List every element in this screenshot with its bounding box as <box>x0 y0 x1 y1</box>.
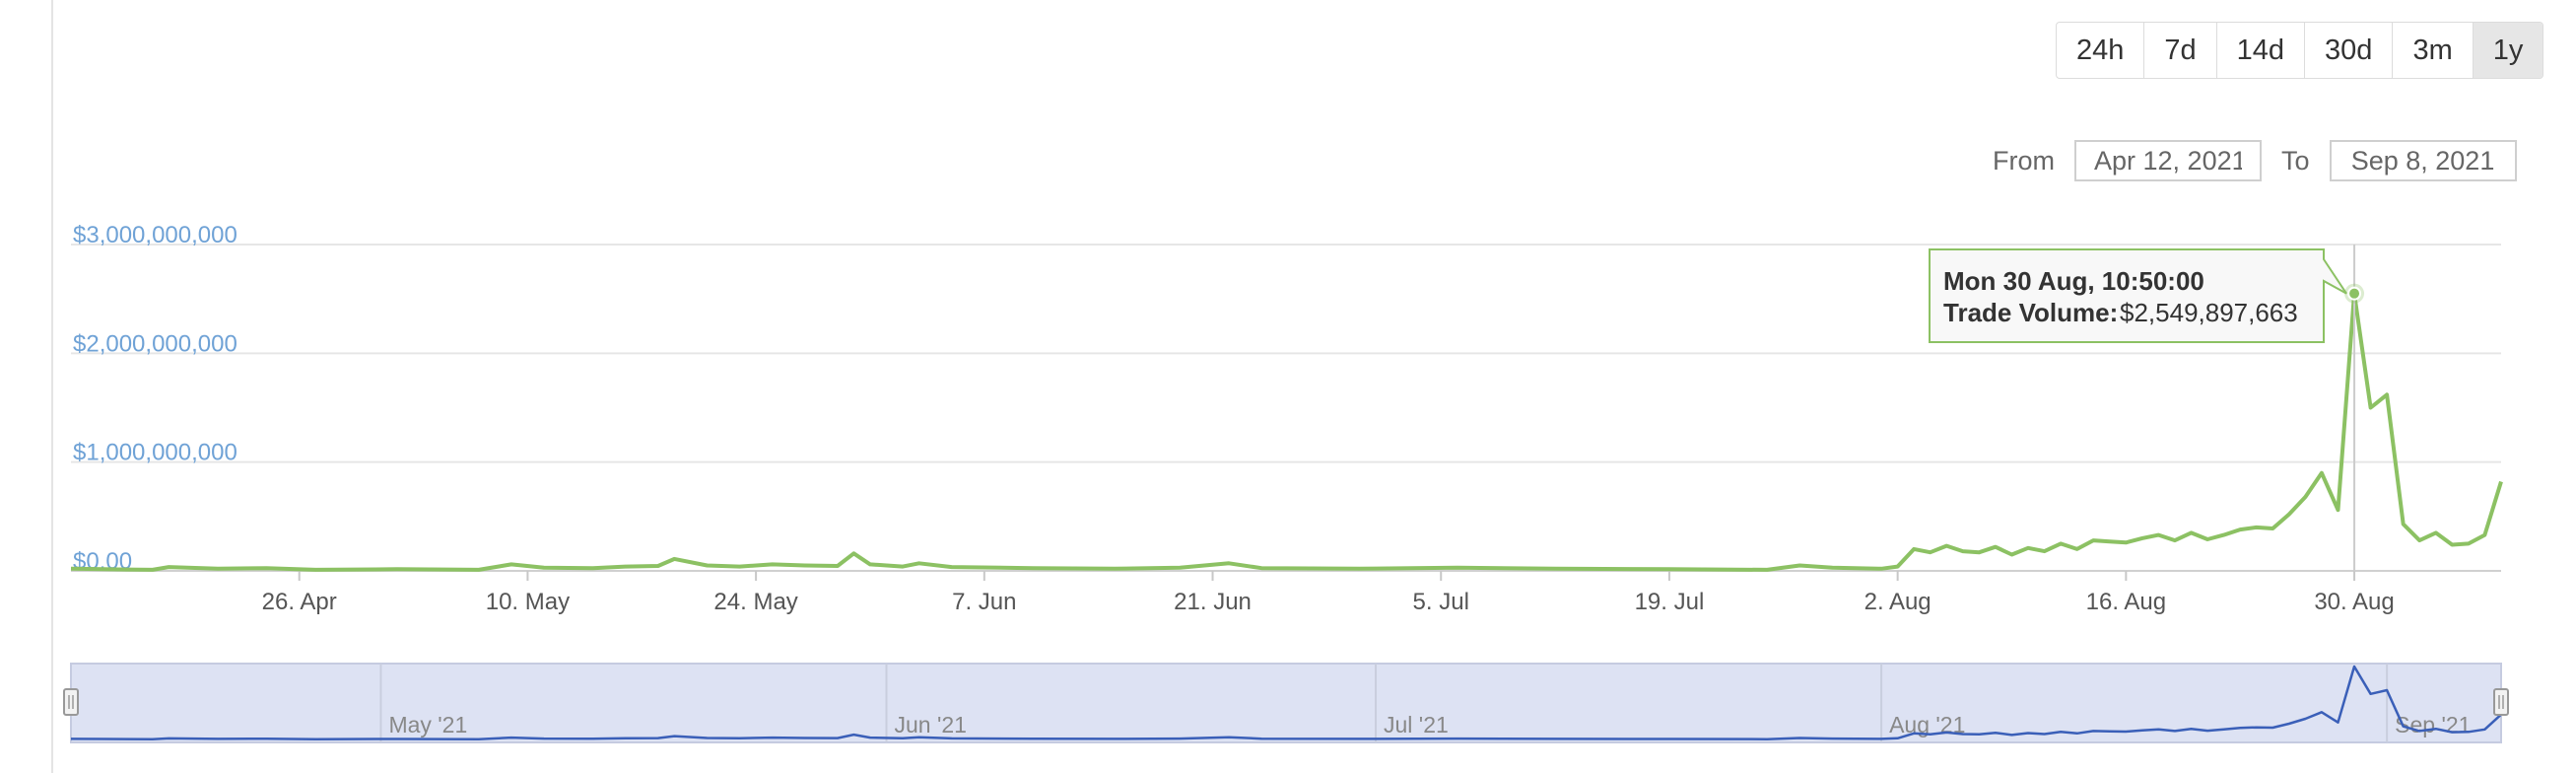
series-line <box>70 291 2503 572</box>
hover-point <box>2347 286 2362 301</box>
to-date-input[interactable] <box>2329 140 2517 181</box>
from-label: From <box>1993 145 2055 176</box>
navigator-month-label: Jul '21 <box>1384 712 1449 738</box>
y-tick-label: $1,000,000,000 <box>73 440 237 466</box>
x-tick-label: 30. Aug <box>2314 589 2394 615</box>
navigator-handle <box>2493 688 2509 716</box>
chart-frame-border <box>51 0 53 773</box>
x-tick-label: 10. May <box>486 589 570 615</box>
navigator-handle <box>63 688 79 716</box>
range-button-24h[interactable]: 24h <box>2076 35 2125 66</box>
tooltip-value: $2,549,897,663 <box>2120 298 2298 327</box>
tooltip-title: Mon 30 Aug, 10:50:00 <box>1943 266 2204 296</box>
range-button-3m[interactable]: 3m <box>2392 23 2472 78</box>
x-tick-label: 21. Jun <box>1174 589 1252 615</box>
from-date-input[interactable] <box>2074 140 2262 181</box>
range-button-7d[interactable]: 7d <box>2143 23 2215 78</box>
range-button-14d[interactable]: 14d <box>2215 23 2304 78</box>
tooltip-box <box>1929 248 2347 343</box>
y-tick-label: $3,000,000,000 <box>73 222 237 248</box>
navigator-month-label: May '21 <box>388 712 467 738</box>
range-selector: 24h 7d 14d 30d 3m 1y <box>2056 22 2544 79</box>
navigator-window <box>70 663 2502 743</box>
range-button-1y[interactable]: 1y <box>2472 23 2543 78</box>
x-tick-label: 7. Jun <box>952 589 1016 615</box>
x-tick-label: 19. Jul <box>1635 589 1705 615</box>
date-range: From To <box>1993 140 2517 181</box>
navigator-series-line <box>70 665 2502 740</box>
navigator-month-label: Sep '21 <box>2395 712 2471 738</box>
x-tick-label: 26. Apr <box>262 589 337 615</box>
y-tick-label: $2,000,000,000 <box>73 330 237 357</box>
range-button-30d[interactable]: 30d <box>2304 23 2392 78</box>
x-tick-label: 24. May <box>713 589 797 615</box>
x-tick-label: 16. Aug <box>2086 589 2166 615</box>
x-tick-label: 5. Jul <box>1413 589 1469 615</box>
navigator-month-label: Jun '21 <box>895 712 967 738</box>
x-tick-label: 2. Aug <box>1864 589 1932 615</box>
tooltip-label: Trade Volume: <box>1943 298 2118 327</box>
to-label: To <box>2281 145 2310 176</box>
